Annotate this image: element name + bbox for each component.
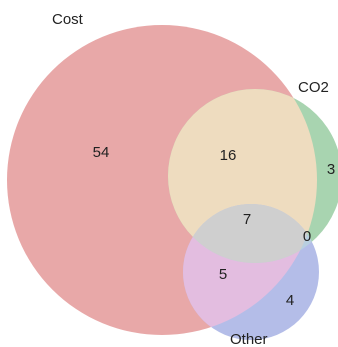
other-set-label: Other	[230, 331, 268, 347]
cost-only-value: 54	[93, 144, 110, 161]
co2-other-value: 0	[303, 228, 311, 245]
all-three-overlap	[183, 204, 317, 263]
cost-set-label: Cost	[52, 11, 84, 28]
cost-co2-value: 16	[220, 147, 237, 164]
other-only-value: 4	[286, 292, 294, 309]
cost-other-value: 5	[219, 266, 227, 283]
co2-set-label: CO2	[298, 79, 329, 96]
all-three-value: 7	[243, 211, 251, 228]
co2-only-value: 3	[327, 161, 335, 178]
